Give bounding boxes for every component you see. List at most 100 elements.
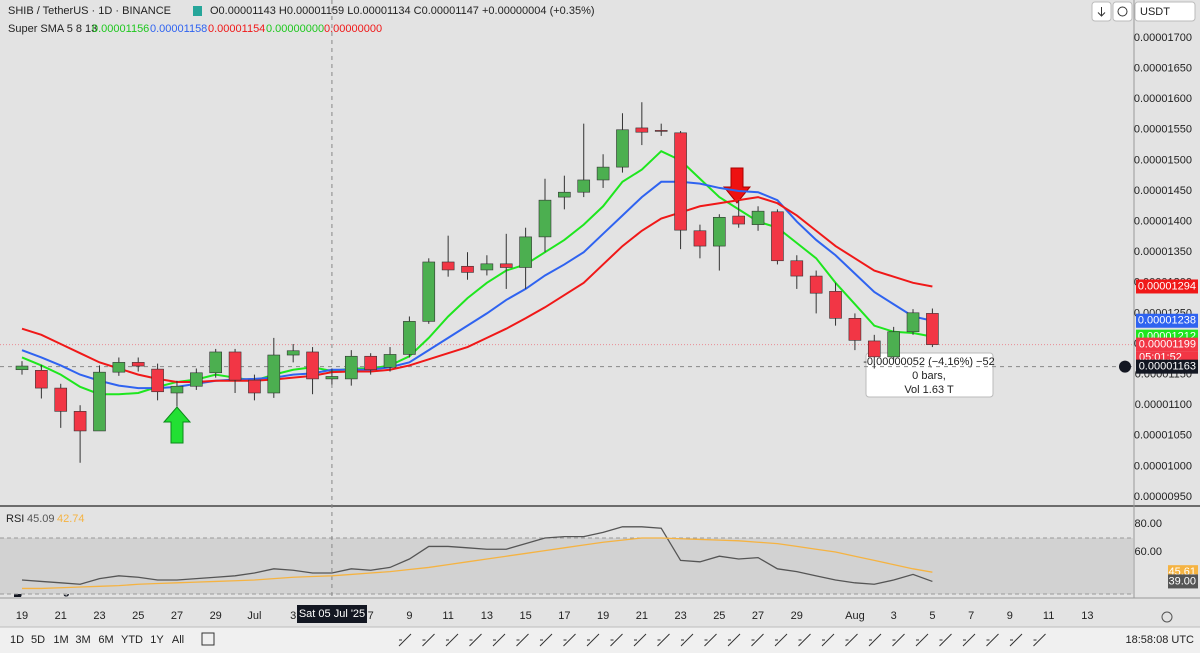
- drawing-tool[interactable]: [868, 633, 882, 647]
- reset-button[interactable]: [1112, 1, 1133, 22]
- drawing-tool[interactable]: [633, 633, 647, 647]
- drawing-tool[interactable]: [516, 633, 529, 647]
- drawing-tool[interactable]: [563, 633, 576, 647]
- drawing-tool[interactable]: [1009, 633, 1023, 647]
- drawing-tool[interactable]: [892, 633, 905, 647]
- price-tag-label: 0.00001294: [1138, 280, 1196, 292]
- crosshair-price-box: [1136, 359, 1198, 374]
- price-tag: [1168, 574, 1198, 589]
- drawing-tool[interactable]: [798, 633, 811, 647]
- currency: USDT: [1140, 6, 1170, 18]
- range-button[interactable]: 3M: [75, 634, 90, 646]
- drawing-tool[interactable]: [539, 633, 553, 647]
- ohlc: O0.00001143 H0.00001159 L0.00001134 C0.0…: [210, 5, 595, 17]
- drawing-tool[interactable]: [680, 633, 694, 647]
- y-tick-label: 0.00001500: [1134, 154, 1192, 166]
- y-tick-label: 0.00001700: [1134, 32, 1192, 44]
- x-tick-label: 13: [1081, 610, 1093, 622]
- crosshair-date-box: [297, 605, 367, 623]
- x-tick-label: 15: [519, 610, 531, 622]
- rsi-title: RSI: [6, 513, 24, 525]
- x-tick-label: 23: [674, 610, 686, 622]
- drawing-tool[interactable]: [469, 633, 482, 647]
- rsi-tick-label: 80.00: [1134, 518, 1162, 530]
- drawing-tool[interactable]: [915, 633, 929, 647]
- candle-body: [461, 265, 474, 273]
- x-tick-label: 19: [16, 610, 28, 622]
- drawing-tool[interactable]: [845, 633, 858, 647]
- crosshair-price: 0.00001163: [1139, 361, 1196, 373]
- x-tick-label: 13: [481, 610, 493, 622]
- range-button[interactable]: 1M: [53, 634, 68, 646]
- drawing-tool[interactable]: [422, 633, 435, 647]
- candle-body: [131, 362, 145, 367]
- rsi-band: [0, 538, 1133, 595]
- drawing-tool[interactable]: [751, 633, 764, 647]
- drawing-tool[interactable]: [774, 633, 788, 647]
- price-tag-label: 0.00001238: [1138, 315, 1196, 327]
- drawing-tool[interactable]: [821, 633, 835, 647]
- currency-select[interactable]: [1134, 1, 1196, 22]
- candle-body: [577, 179, 591, 193]
- bottom-toolbar: [0, 627, 1200, 653]
- drawing-tool[interactable]: [610, 633, 623, 647]
- range-button[interactable]: 6M: [98, 634, 113, 646]
- x-tick-label: 5: [929, 610, 935, 622]
- range-button[interactable]: YTD: [121, 634, 143, 646]
- indicator-value: 0.00001154: [208, 23, 265, 35]
- candle-body: [480, 263, 494, 271]
- candle-body: [926, 313, 939, 345]
- rsi-value: 45.09: [27, 513, 55, 525]
- indicator-value: 0.00001156: [92, 23, 149, 35]
- candle-body: [635, 127, 649, 133]
- price-tag-label: 39.00: [1168, 575, 1196, 587]
- y-tick-label: 0.00001600: [1134, 93, 1192, 105]
- range-button[interactable]: All: [172, 634, 184, 646]
- indicator-value: 0.00000000: [266, 23, 324, 35]
- candle-body: [403, 321, 416, 355]
- drawing-tool[interactable]: [939, 633, 952, 647]
- drawing-tool[interactable]: [657, 633, 670, 647]
- x-tick-label: 3: [891, 610, 897, 622]
- scroll-icon: [1097, 7, 1106, 17]
- x-tick-label: Aug: [845, 610, 865, 622]
- candle-body: [170, 385, 184, 394]
- x-tick-label: 17: [558, 610, 570, 622]
- candle-body: [867, 340, 881, 358]
- price-tag: [1136, 279, 1198, 294]
- candle-body: [693, 230, 707, 247]
- candle-body: [654, 130, 668, 132]
- buy-arrow: [162, 406, 192, 444]
- drawing-tool[interactable]: [492, 633, 506, 647]
- drawing-tool[interactable]: [727, 633, 741, 647]
- candle-body: [809, 275, 823, 294]
- reset-icon: [1117, 6, 1128, 17]
- range-button[interactable]: 1Y: [150, 634, 164, 646]
- drawing-tool[interactable]: [704, 633, 717, 647]
- symbol[interactable]: SHIB / TetherUS · 1D · BINANCE: [8, 5, 171, 17]
- candle-body: [790, 260, 804, 277]
- drawing-tool[interactable]: [1033, 633, 1046, 647]
- candle-body: [93, 371, 106, 432]
- candle-body: [112, 362, 126, 373]
- drawing-tool[interactable]: [445, 633, 459, 647]
- candle-body: [344, 355, 358, 380]
- range-button[interactable]: 5D: [31, 634, 45, 646]
- x-tick-label: 11: [1043, 610, 1054, 622]
- candle-body: [228, 351, 242, 381]
- candle-body: [499, 263, 513, 268]
- indicator-name[interactable]: Super SMA 5 8 13: [8, 23, 97, 35]
- settings-icon[interactable]: [1161, 611, 1173, 623]
- measure-tooltip: [865, 352, 994, 398]
- drawing-tool[interactable]: [398, 633, 412, 647]
- drawing-tool[interactable]: [586, 633, 600, 647]
- candle-body: [35, 370, 48, 389]
- measure-volume: Vol 1.63 T: [904, 384, 954, 396]
- range-button[interactable]: 1D: [10, 634, 24, 646]
- drawing-tool[interactable]: [962, 633, 976, 647]
- candle-body: [713, 217, 726, 247]
- drawing-tool[interactable]: [986, 633, 999, 647]
- x-tick-label: Jul: [247, 610, 261, 622]
- range-picker[interactable]: [201, 632, 215, 646]
- y-tick-label: 0.00001100: [1135, 399, 1192, 411]
